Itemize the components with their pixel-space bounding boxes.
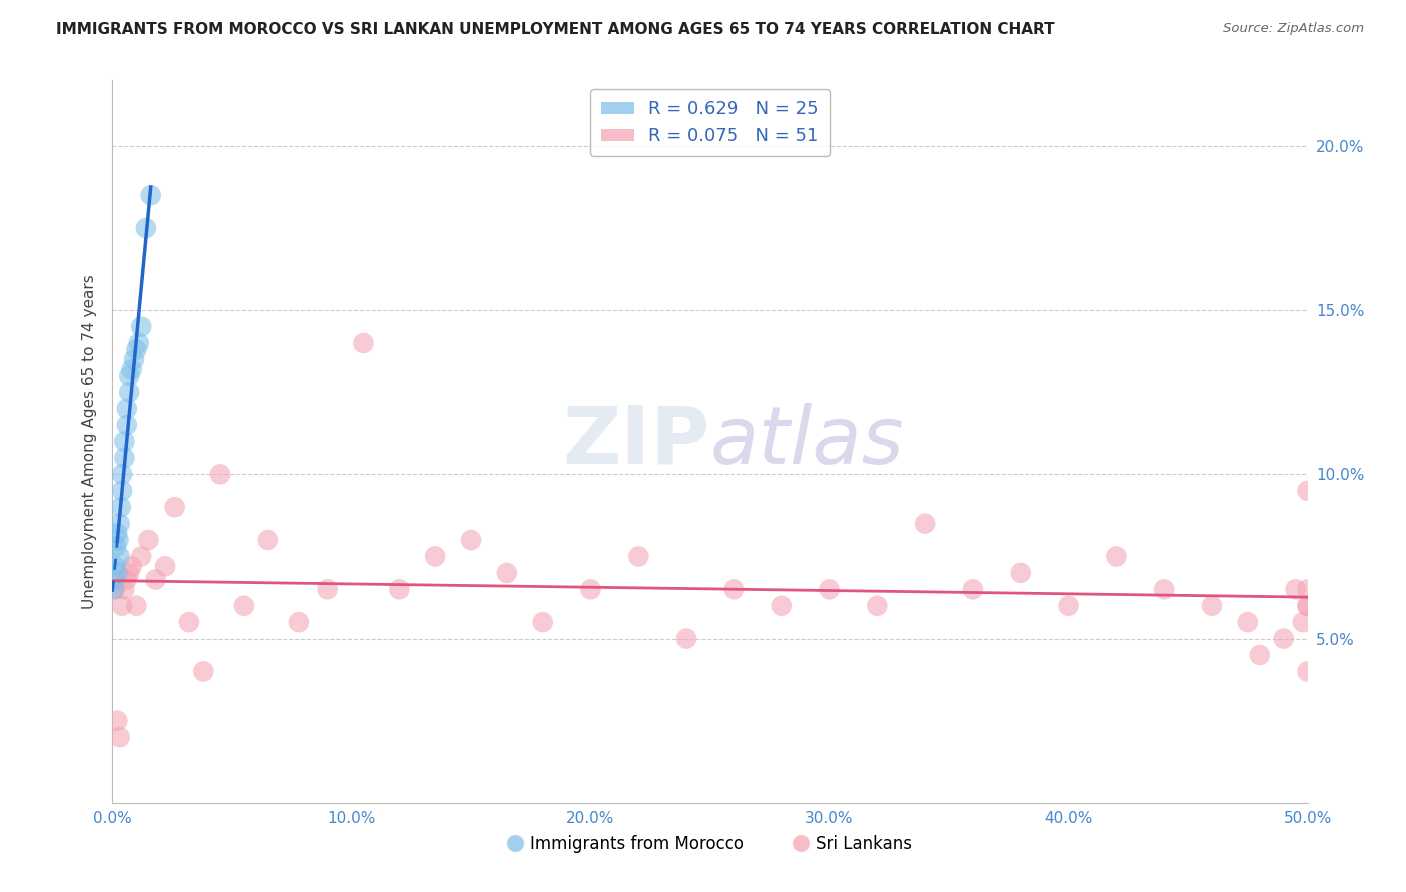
Point (316, 582, 339, 597)
Point (114, 582, 135, 597)
Point (121, 362, 143, 376)
Point (114, 434, 135, 449)
Point (1057, 599, 1080, 613)
Point (104, 559, 127, 574)
Point (1296, 665, 1319, 679)
Point (115, 573, 138, 587)
Point (111, 599, 134, 613)
Point (163, 500, 186, 515)
Point (531, 615, 554, 630)
Text: ZIP: ZIP (562, 402, 710, 481)
Point (460, 533, 482, 547)
Point (579, 582, 602, 597)
Point (122, 352, 145, 367)
Point (105, 526, 128, 541)
Point (496, 566, 519, 580)
Point (118, 368, 141, 383)
Point (125, 599, 148, 613)
Point (425, 549, 447, 564)
Point (627, 549, 650, 564)
Point (1237, 615, 1260, 630)
Point (962, 582, 984, 597)
Point (118, 566, 141, 580)
Point (108, 516, 131, 531)
Point (288, 615, 311, 630)
Point (105, 566, 128, 580)
Point (145, 573, 167, 587)
Point (114, 450, 135, 465)
Point (723, 582, 745, 597)
Point (1296, 599, 1319, 613)
Point (193, 665, 215, 679)
Point (675, 632, 697, 646)
Point (104, 582, 127, 597)
Point (1296, 582, 1319, 597)
Point (352, 336, 374, 351)
Point (125, 343, 148, 357)
Point (105, 714, 128, 728)
Point (104, 573, 127, 587)
Point (110, 500, 132, 515)
Point (1010, 566, 1032, 580)
Point (121, 559, 143, 574)
Point (209, 467, 232, 482)
Point (108, 549, 131, 564)
Point (1249, 648, 1271, 662)
Point (111, 483, 134, 498)
Point (111, 467, 134, 482)
Y-axis label: Unemployment Among Ages 65 to 74 years: Unemployment Among Ages 65 to 74 years (82, 274, 97, 609)
Point (866, 599, 889, 613)
Point (115, 401, 138, 416)
Point (770, 599, 793, 613)
Point (1292, 615, 1315, 630)
Point (153, 559, 176, 574)
Point (1285, 582, 1308, 597)
Point (108, 730, 131, 744)
Point (257, 533, 280, 547)
Point (818, 582, 841, 597)
Text: Source: ZipAtlas.com: Source: ZipAtlas.com (1223, 22, 1364, 36)
Point (1296, 483, 1319, 498)
Point (115, 418, 138, 433)
Point (233, 599, 256, 613)
Point (135, 221, 157, 235)
Point (177, 615, 200, 630)
Point (388, 582, 411, 597)
Point (129, 319, 152, 334)
Point (1105, 549, 1128, 564)
Point (105, 540, 128, 554)
Point (118, 385, 141, 400)
Text: atlas: atlas (710, 402, 905, 481)
Text: IMMIGRANTS FROM MOROCCO VS SRI LANKAN UNEMPLOYMENT AMONG AGES 65 TO 74 YEARS COR: IMMIGRANTS FROM MOROCCO VS SRI LANKAN UN… (56, 22, 1054, 37)
Point (129, 549, 152, 564)
Point (1153, 582, 1175, 597)
Point (1296, 599, 1319, 613)
Point (138, 533, 160, 547)
Point (914, 516, 936, 531)
Point (139, 188, 162, 202)
Point (103, 582, 125, 597)
Point (107, 533, 129, 547)
Legend: Immigrants from Morocco, Sri Lankans: Immigrants from Morocco, Sri Lankans (502, 828, 918, 860)
Point (1201, 599, 1223, 613)
Point (1272, 632, 1295, 646)
Point (128, 336, 150, 351)
